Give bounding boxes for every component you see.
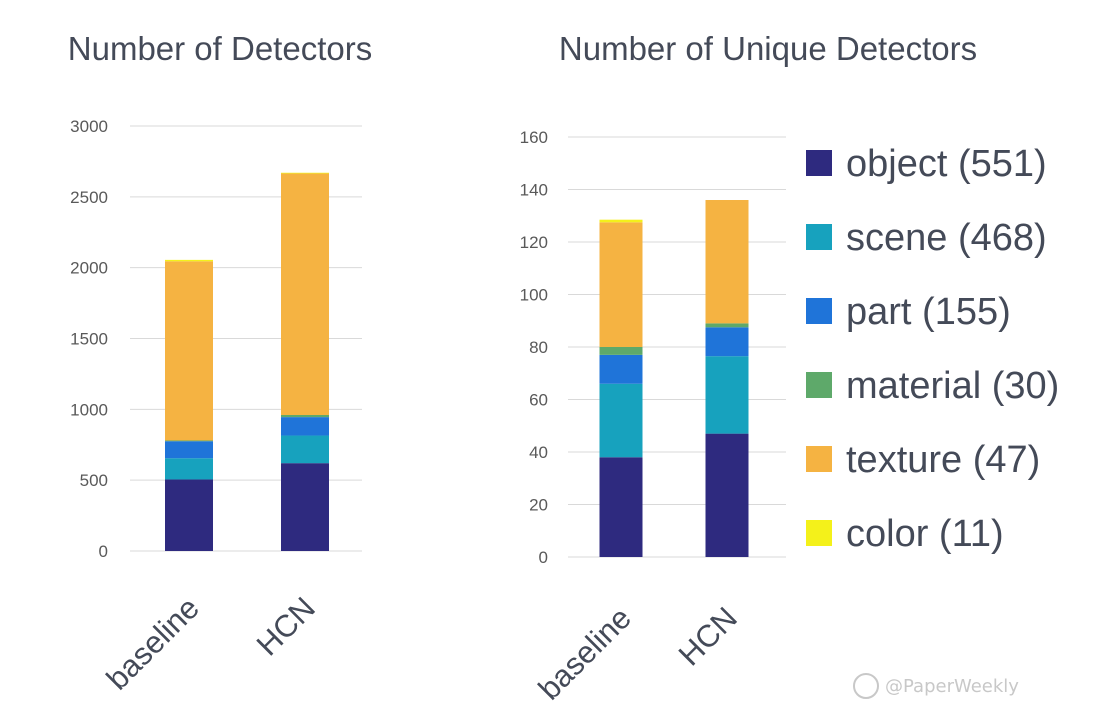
bar-segment-scene-hcn bbox=[705, 356, 749, 434]
bar-segment-material-hcn bbox=[705, 323, 749, 328]
legend-swatch-part bbox=[806, 298, 832, 324]
watermark-text: @PaperWeekly bbox=[885, 676, 1019, 697]
bar-segment-object-hcn bbox=[281, 463, 329, 551]
bar-segment-scene-baseline bbox=[165, 458, 213, 480]
chart-title-detectors: Number of Detectors bbox=[68, 30, 372, 67]
bar-stacks bbox=[165, 172, 329, 551]
legend-label-scene: scene (468) bbox=[846, 217, 1047, 259]
bar-segment-object-baseline bbox=[599, 457, 643, 557]
legend: object (551) scene (468) part (155) mate… bbox=[806, 143, 1059, 555]
bar-segment-material-baseline bbox=[599, 347, 643, 355]
y-tick-label: 140 bbox=[520, 181, 548, 200]
y-tick-label: 120 bbox=[520, 233, 548, 252]
x-category-label: HCN bbox=[672, 600, 744, 672]
bar-segment-texture-baseline bbox=[165, 261, 213, 441]
x-category-label: baseline bbox=[532, 600, 638, 706]
bar-segment-object-hcn bbox=[705, 433, 749, 557]
bar-segment-color-baseline bbox=[165, 259, 213, 262]
y-tick-label: 2000 bbox=[70, 259, 108, 278]
y-tick-label: 100 bbox=[520, 286, 548, 305]
watermark: @PaperWeekly bbox=[853, 673, 1019, 699]
y-tick-label: 500 bbox=[80, 471, 108, 490]
watermark-logo-icon bbox=[853, 673, 879, 699]
legend-label-material: material (30) bbox=[846, 365, 1059, 407]
y-tick-label: 40 bbox=[529, 443, 548, 462]
legend-item-color: color (11) bbox=[806, 513, 1004, 555]
x-axis-categories: baseline HCN bbox=[532, 600, 744, 706]
bar-segment-color-baseline bbox=[599, 219, 643, 223]
legend-swatch-object bbox=[806, 150, 832, 176]
legend-label-color: color (11) bbox=[846, 513, 1004, 555]
bar-segment-texture-hcn bbox=[705, 200, 749, 324]
legend-label-object: object (551) bbox=[846, 143, 1047, 185]
legend-swatch-scene bbox=[806, 224, 832, 250]
y-tick-label: 1000 bbox=[70, 400, 108, 419]
y-tick-label: 1500 bbox=[70, 330, 108, 349]
legend-label-part: part (155) bbox=[846, 291, 1011, 333]
legend-item-texture: texture (47) bbox=[806, 439, 1040, 481]
legend-item-part: part (155) bbox=[806, 291, 1011, 333]
bar-segment-texture-hcn bbox=[281, 173, 329, 415]
y-tick-label: 3000 bbox=[70, 117, 108, 136]
bar-segment-object-baseline bbox=[165, 479, 213, 551]
chart-number-of-detectors: Number of Detectors 0 500 1000 1500 2000 2500… bbox=[68, 30, 372, 697]
y-axis-ticks: 0 500 1000 1500 2000 2500 3000 bbox=[70, 117, 108, 561]
y-axis-ticks: 0 20 40 60 80 100 120 140 160 bbox=[520, 128, 548, 567]
y-tick-label: 80 bbox=[529, 338, 548, 357]
x-category-label: HCN bbox=[250, 590, 322, 662]
y-tick-label: 0 bbox=[99, 542, 108, 561]
bar-segment-part-baseline bbox=[599, 354, 643, 384]
bar-segment-material-baseline bbox=[165, 440, 213, 442]
bar-segment-scene-baseline bbox=[599, 383, 643, 458]
legend-swatch-color bbox=[806, 520, 832, 546]
bar-segment-material-hcn bbox=[281, 415, 329, 418]
bar-segment-part-baseline bbox=[165, 441, 213, 459]
legend-swatch-material bbox=[806, 372, 832, 398]
legend-item-scene: scene (468) bbox=[806, 217, 1047, 259]
x-axis-categories: baseline HCN bbox=[100, 590, 322, 696]
bar-segment-texture-baseline bbox=[599, 222, 643, 347]
legend-item-object: object (551) bbox=[806, 143, 1047, 185]
y-tick-label: 60 bbox=[529, 391, 548, 410]
bar-segment-color-hcn bbox=[281, 172, 329, 174]
legend-item-material: material (30) bbox=[806, 365, 1059, 407]
bar-segment-scene-hcn bbox=[281, 435, 329, 464]
legend-swatch-texture bbox=[806, 446, 832, 472]
bar-segment-part-hcn bbox=[281, 417, 329, 436]
legend-label-texture: texture (47) bbox=[846, 439, 1040, 481]
bar-stacks bbox=[599, 200, 749, 557]
y-tick-label: 160 bbox=[520, 128, 548, 147]
y-tick-label: 0 bbox=[539, 548, 548, 567]
x-category-label: baseline bbox=[100, 590, 206, 696]
y-tick-label: 2500 bbox=[70, 188, 108, 207]
y-tick-label: 20 bbox=[529, 496, 548, 515]
chart-title-unique-detectors: Number of Unique Detectors bbox=[559, 30, 977, 67]
bar-segment-part-hcn bbox=[705, 327, 749, 357]
